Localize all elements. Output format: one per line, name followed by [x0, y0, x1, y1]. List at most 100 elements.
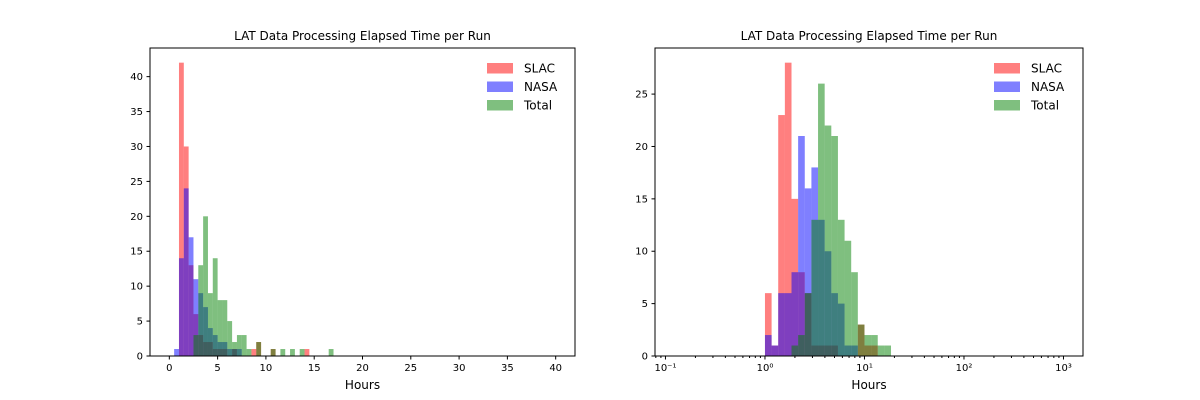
histogram-bar [784, 293, 792, 356]
right-chart: 10⁻¹ 10⁰ 10¹ 10² 10³ 0 5 10 15 20 25 LAT Data Proc… [635, 29, 1084, 392]
histogram-bar [217, 300, 223, 356]
histogram-bar [784, 62, 792, 357]
y-tick-label: 15 [130, 247, 143, 258]
legend-label-slac: SLAC [524, 62, 555, 76]
left-x-axis-label: Hours [345, 378, 380, 392]
legend-swatch-slac [487, 63, 513, 74]
histogram-bar [791, 272, 799, 356]
legend-label-nasa: NASA [1031, 80, 1065, 94]
histogram-bar [791, 345, 799, 356]
histogram-bar [837, 219, 845, 356]
x-tick-label: 5 [214, 363, 220, 374]
histogram-bar [857, 324, 865, 356]
histogram-bar [884, 345, 892, 356]
y-tick-label: 5 [642, 299, 648, 310]
y-tick-label: 10 [635, 247, 648, 258]
right-chart-title: LAT Data Processing Elapsed Time per Run [741, 29, 998, 43]
histogram-bar [188, 237, 194, 356]
left-legend: SLAC NASA Total [487, 62, 558, 113]
histogram-bar [771, 345, 779, 356]
histogram-bar [246, 349, 252, 356]
histogram-bar [304, 349, 310, 356]
legend-swatch-slac [994, 63, 1020, 74]
ticks [146, 76, 557, 360]
histogram-bar [270, 349, 276, 356]
y-tick-label: 0 [642, 352, 648, 363]
x-tick-label: 10³ [1055, 363, 1072, 374]
legend-swatch-nasa [994, 81, 1020, 92]
histogram-bar [851, 272, 858, 356]
x-tick-label: 25 [404, 363, 417, 374]
histogram-bar [280, 349, 286, 356]
histogram-bar [178, 62, 184, 357]
legend-swatch-total [487, 100, 513, 111]
histogram-bar [778, 293, 785, 356]
x-tick-label: 10⁻¹ [654, 363, 676, 374]
histogram-bar [212, 258, 218, 356]
legend-swatch-total [994, 100, 1020, 111]
y-tick-label: 40 [130, 72, 143, 83]
histogram-bar [798, 136, 805, 356]
legend-swatch-nasa [487, 81, 513, 92]
y-tick-label: 35 [130, 107, 143, 118]
histogram-bar [764, 293, 772, 356]
histogram-bar [811, 219, 819, 356]
histogram-bar [251, 349, 257, 356]
x-tick-label: 10² [956, 363, 973, 374]
histogram-bar [227, 321, 233, 356]
axes-frame [654, 47, 1084, 357]
y-tick-label: 0 [137, 352, 143, 363]
left-plot-area: 0 5 10 15 20 25 30 35 40 0 5 10 15 20 25 30 35 40 [130, 47, 576, 374]
histogram-bar [203, 216, 208, 356]
histogram-bar [798, 335, 805, 356]
tick-labels: 10⁻¹ 10⁰ 10¹ 10² 10³ 0 5 10 15 20 25 [635, 90, 1072, 374]
histogram-bar [299, 349, 305, 356]
right-x-axis-label: Hours [851, 378, 886, 392]
legend-label-total: Total [523, 99, 552, 113]
histogram-bar [844, 240, 852, 356]
legend-label-nasa: NASA [524, 80, 558, 94]
ticks [651, 93, 1064, 360]
left-chart-title: LAT Data Processing Elapsed Time per Run [234, 29, 491, 43]
histogram-bar [256, 342, 262, 356]
x-tick-label: 10 [260, 363, 273, 374]
histogram-bar [831, 136, 838, 356]
x-tick-label: 35 [501, 363, 514, 374]
x-tick-label: 0 [166, 363, 172, 374]
x-tick-label: 20 [356, 363, 369, 374]
histogram-bar [778, 115, 785, 356]
histogram-bar [193, 279, 199, 356]
histogram-bar [818, 83, 825, 356]
y-tick-label: 25 [130, 177, 143, 188]
x-tick-label: 10¹ [856, 363, 873, 374]
y-tick-label: 10 [130, 282, 143, 293]
right-legend: SLAC NASA Total [994, 62, 1065, 113]
histogram-bar [871, 335, 878, 356]
histogram-bar [290, 349, 295, 356]
tick-labels: 0 5 10 15 20 25 30 35 40 0 5 10 15 20 25 30 35 40 [130, 72, 562, 374]
histogram-bar [207, 293, 213, 356]
legend-label-slac: SLAC [1031, 62, 1062, 76]
y-tick-label: 25 [635, 90, 648, 101]
x-tick-label: 30 [453, 363, 466, 374]
histogram-bar [222, 300, 228, 356]
y-tick-label: 15 [635, 194, 648, 205]
x-tick-label: 15 [308, 363, 321, 374]
left-chart: 0 5 10 15 20 25 30 35 40 0 5 10 15 20 25 30 35 40 LAT Dat… [130, 29, 576, 392]
histogram-bar [174, 349, 179, 356]
histogram-bar [764, 335, 772, 356]
histogram-bar [877, 345, 885, 356]
histogram-bar [198, 265, 204, 356]
histogram-bar [864, 335, 872, 356]
total-bars [791, 83, 892, 357]
right-plot-area: 10⁻¹ 10⁰ 10¹ 10² 10³ 0 5 10 15 20 25 [635, 47, 1084, 374]
legend-label-total: Total [1030, 99, 1059, 113]
histogram-bar [328, 349, 334, 356]
x-tick-label: 10⁰ [757, 363, 774, 374]
histogram-bar [804, 293, 812, 356]
total-bars [193, 216, 334, 356]
histogram-bar [232, 342, 237, 356]
y-tick-label: 5 [137, 317, 143, 328]
